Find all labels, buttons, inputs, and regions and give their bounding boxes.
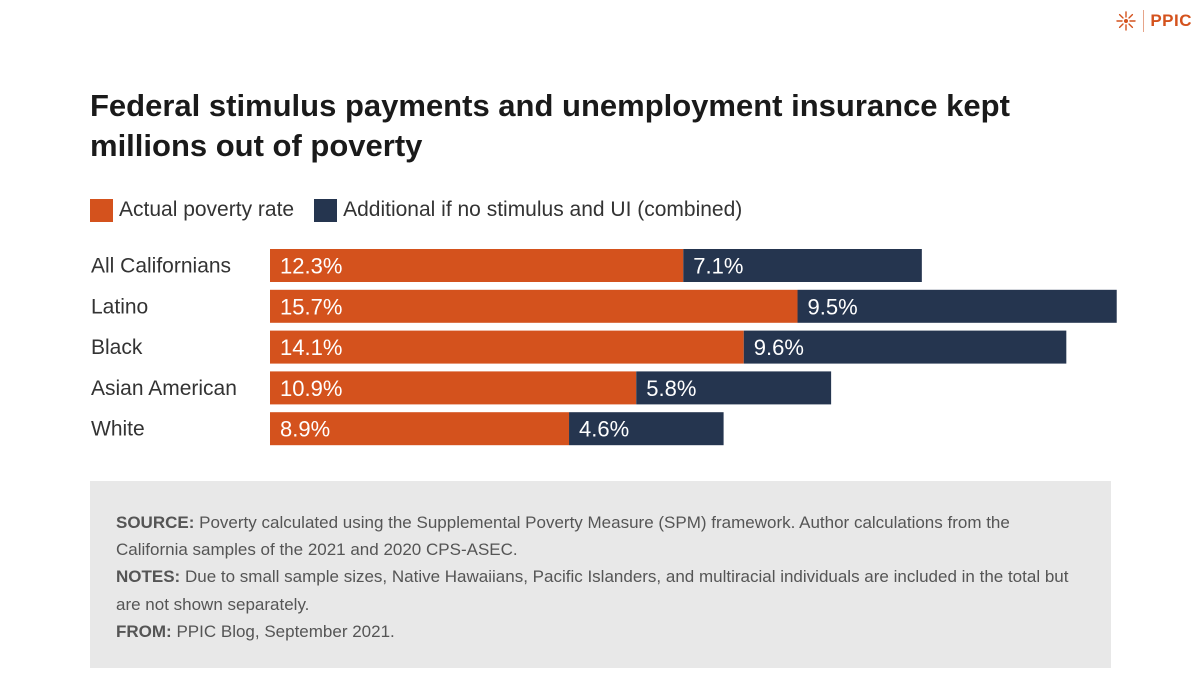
- data-label-actual-asian-american: 10.9%: [280, 376, 342, 401]
- data-label-additional-white: 4.6%: [579, 417, 629, 442]
- bar-actual-latino: [270, 289, 798, 323]
- legend-label-additional: Additional if no stimulus and UI (combin…: [343, 198, 743, 221]
- data-label-actual-white: 8.9%: [280, 417, 330, 442]
- ppic-logo: PPIC: [1115, 10, 1192, 32]
- brand-name: PPIC: [1150, 11, 1192, 30]
- chart-legend: Actual poverty rate Additional if no sti…: [90, 198, 762, 222]
- notes-text: Due to small sample sizes, Native Hawaii…: [116, 567, 1069, 614]
- category-label-latino: Latino: [91, 295, 148, 318]
- data-label-additional-latino: 9.5%: [808, 294, 858, 319]
- sunburst-icon: [1116, 11, 1137, 31]
- from-label: FROM:: [116, 621, 172, 641]
- legend-swatch-additional: [314, 198, 338, 222]
- source-notes-box: SOURCE: Poverty calculated using the Sup…: [90, 481, 1111, 668]
- from-line: FROM: PPIC Blog, September 2021.: [116, 618, 1085, 645]
- category-label-all-californians: All Californians: [91, 255, 231, 278]
- data-label-additional-asian-american: 5.8%: [646, 376, 696, 401]
- from-text: PPIC Blog, September 2021.: [176, 621, 395, 641]
- bar-additional-asian-american: [636, 371, 832, 405]
- bar-additional-white: [569, 412, 724, 446]
- source-label: SOURCE:: [116, 513, 195, 532]
- legend-swatch-actual: [90, 198, 113, 222]
- bar-additional-black: [743, 330, 1067, 364]
- category-label-asian-american: Asian American: [91, 377, 237, 400]
- category-label-black: Black: [91, 336, 143, 359]
- bar-actual-black: [270, 330, 744, 364]
- legend-item-actual: Actual poverty rate: [90, 198, 294, 222]
- bar-actual-asian-american: [270, 371, 637, 405]
- data-label-actual-latino: 15.7%: [280, 294, 342, 319]
- chart-title: Federal stimulus payments and unemployme…: [90, 88, 1010, 164]
- bar-additional-latino: [797, 289, 1117, 323]
- bar-actual-white: [270, 412, 570, 446]
- logo-divider: [1143, 10, 1145, 32]
- data-label-additional-all-californians: 7.1%: [693, 254, 743, 279]
- source-line: SOURCE: Poverty calculated using the Sup…: [116, 509, 1085, 563]
- legend-item-additional: Additional if no stimulus and UI (combin…: [314, 198, 742, 222]
- category-label-white: White: [91, 418, 145, 441]
- bar-actual-all-californians: [270, 249, 684, 282]
- notes-line: NOTES: Due to small sample sizes, Native…: [116, 563, 1085, 617]
- source-text: Poverty calculated using the Supplementa…: [116, 513, 1010, 560]
- legend-label-actual: Actual poverty rate: [119, 198, 295, 221]
- notes-label: NOTES:: [116, 567, 181, 587]
- bar-chart: All Californians 12.3% 7.1% Latino 15.7% 9.5%…: [0, 240, 1200, 455]
- bar-additional-all-californians: [683, 249, 922, 282]
- data-label-actual-all-californians: 12.3%: [280, 254, 342, 279]
- bar-chart-svg: All Californians 12.3% 7.1% Latino 15.7% 9.5%…: [91, 249, 1117, 446]
- data-label-actual-black: 14.1%: [280, 335, 342, 360]
- data-label-additional-black: 9.6%: [754, 335, 804, 360]
